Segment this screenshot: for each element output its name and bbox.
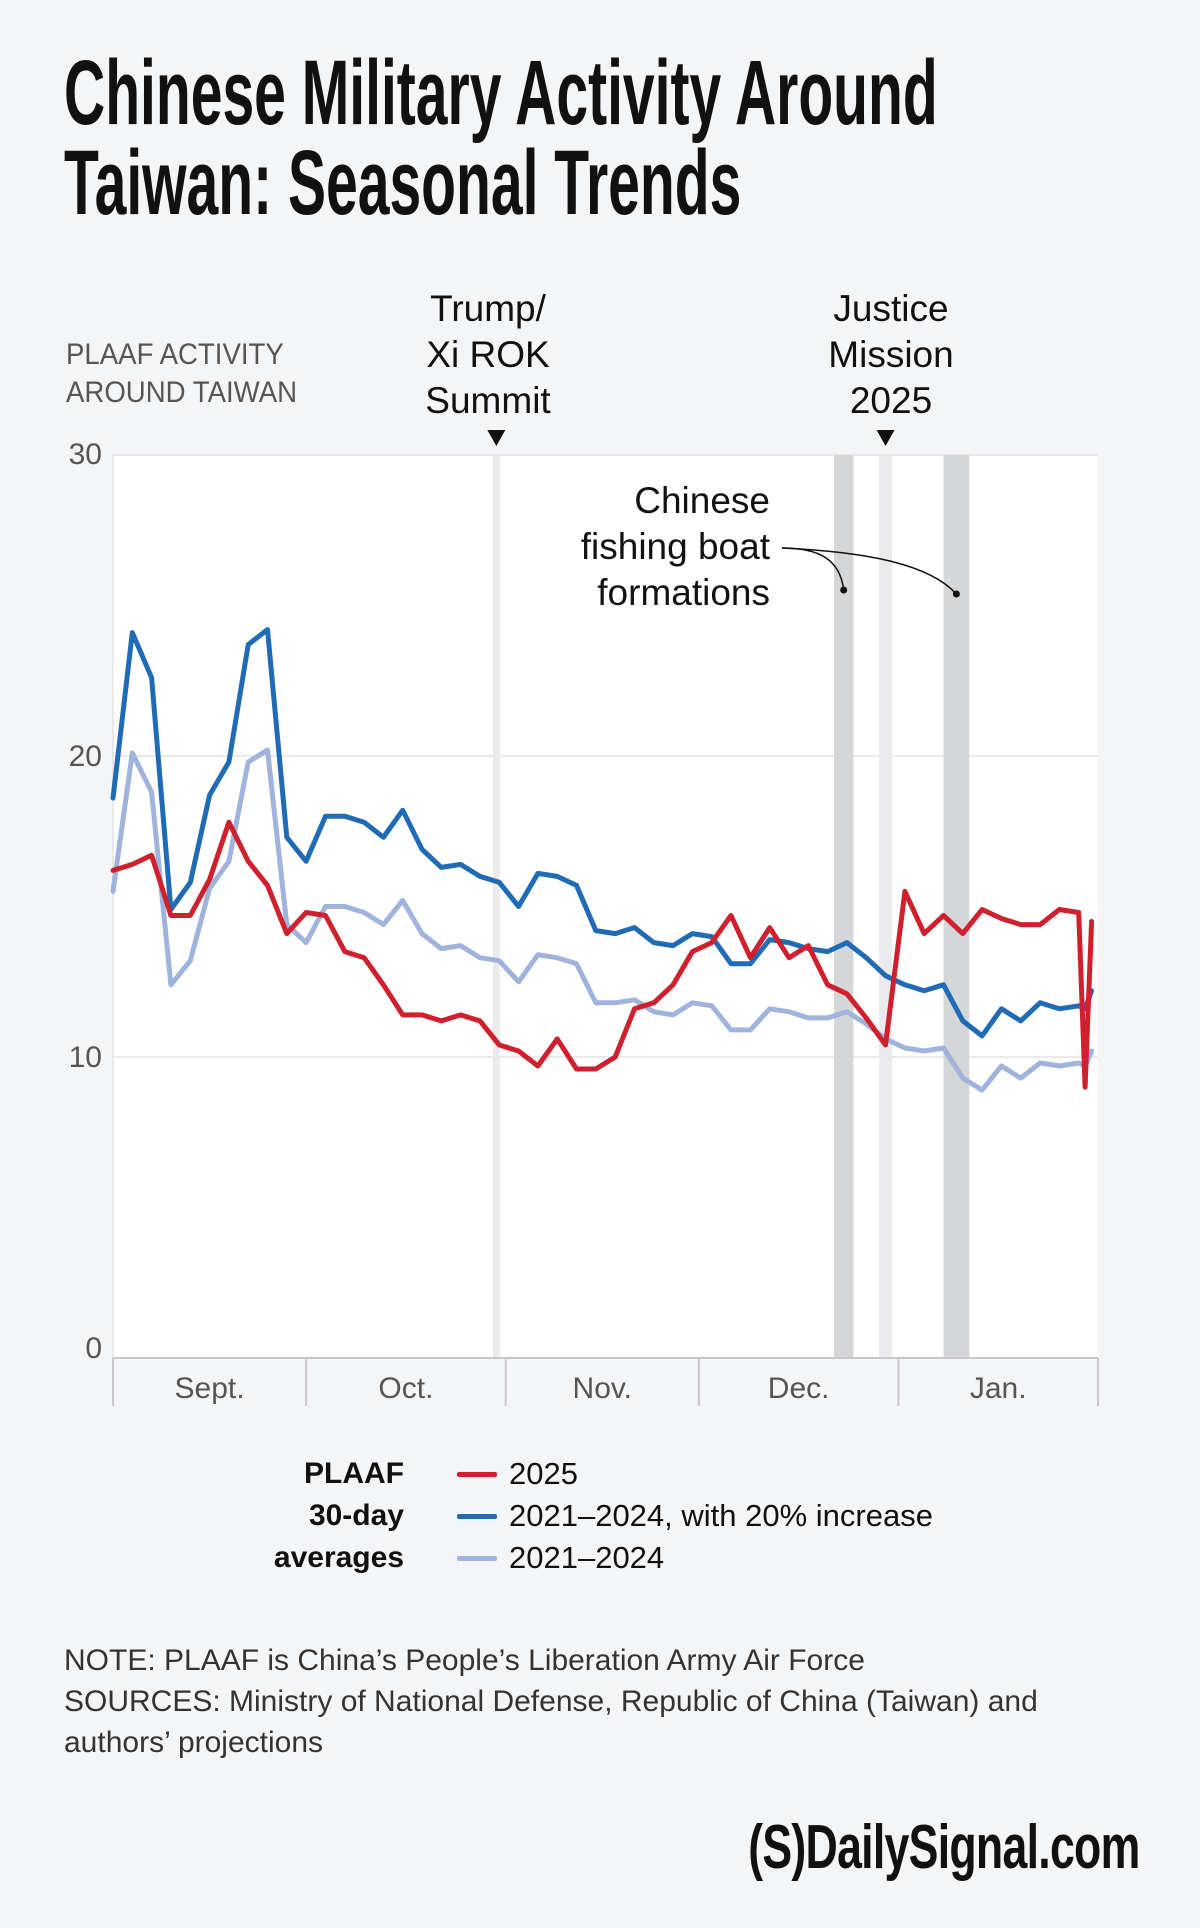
annotation-line: fishing boat [580,526,770,567]
y-tick-label: 30 [68,438,102,471]
legend-swatch [457,1471,497,1477]
daily-signal-logo: (S)DailySignal.com [748,1813,1141,1882]
month-label: Dec. [767,1372,830,1405]
series-line-2021-2024 [110,747,1095,1093]
summit-annotation: Trump/ Xi ROK Summit [425,286,550,424]
y-tick-label: 20 [68,740,102,773]
legend-item-2025: 2025 [457,1453,933,1495]
y-tick-label: 10 [68,1041,102,1074]
legend-title-line: averages [273,1541,404,1574]
legend-item-2021-2024-increase: 2021–2024, with 20% increase [457,1495,933,1537]
leader-dot [840,586,848,594]
annotation-line: Mission [828,334,954,375]
legend-item-2021-2024: 2021–2024 [457,1537,933,1579]
month-label: Jan. [969,1372,1027,1405]
legend-swatch [457,1555,497,1561]
month-label: Sept. [174,1372,245,1405]
y-axis-label-line: PLAAF ACTIVITY [66,338,284,371]
legend-label: 2021–2024, with 20% increase [509,1498,933,1533]
month-label: Oct. [378,1372,434,1405]
legend-title-line: PLAAF [304,1457,404,1490]
y-tick-label: 0 [85,1332,102,1365]
y-axis-label-line: AROUND TAIWAN [66,376,298,409]
legend-swatch [457,1513,497,1519]
y-axis-label: PLAAF ACTIVITY AROUND TAIWAN [66,336,297,412]
event-band [879,455,892,1358]
chart-title: Chinese Military Activity Around Taiwan:… [64,42,938,234]
title-line-2: Taiwan: Seasonal Trends [64,132,742,234]
event-band [492,455,500,1358]
series-line-2025 [110,819,1095,1090]
legend-title-line: 30-day [308,1499,404,1532]
justice-mission-annotation: Justice Mission 2025 [828,286,953,424]
fishing-boat-band [943,455,970,1358]
annotation-line: Xi ROK [426,334,550,375]
month-label: Nov. [572,1372,632,1405]
footnote: NOTE: PLAAF is China’s People’s Liberati… [64,1640,1114,1763]
legend: 2025 2021–2024, with 20% increase 2021–2… [457,1453,933,1579]
leader-dot [952,590,960,598]
title-line-1: Chinese Military Activity Around [64,42,938,144]
note-text: NOTE: PLAAF is China’s People’s Liberati… [64,1644,865,1677]
annotation-line: Chinese [634,480,770,521]
legend-label: 2021–2024 [509,1540,665,1575]
annotation-line: Summit [425,380,551,421]
event-marker-triangle [876,430,895,446]
legend-title: PLAAF 30-day averages [104,1453,404,1579]
annotation-line: Justice [833,288,949,329]
fishing-boat-band [834,455,854,1358]
annotation-line: 2025 [849,380,933,421]
fishing-boat-annotation: Chinese fishing boat formations [581,478,770,616]
annotation-line: Trump/ [430,288,546,329]
leader-line [781,547,957,595]
annotation-line: formations [597,572,770,613]
event-marker-triangle [487,430,506,446]
series-line-2021-2024-plus-20pct [110,627,1095,1039]
sources-text: SOURCES: Ministry of National Defense, R… [64,1685,1038,1759]
legend-label: 2025 [509,1456,578,1491]
